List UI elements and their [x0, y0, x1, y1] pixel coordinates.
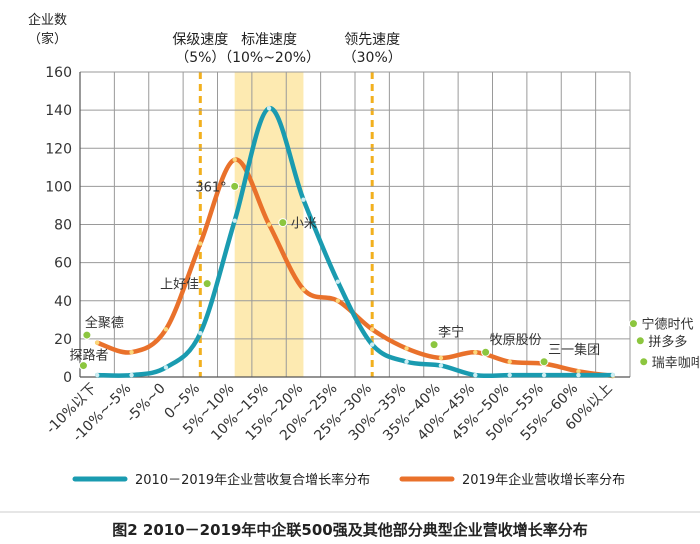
company-marker-7 [539, 357, 549, 367]
company-marker-2 [202, 279, 212, 289]
series-1-point-12 [507, 359, 512, 364]
series-1-point-3 [198, 241, 203, 246]
series-1-point-0 [94, 340, 100, 345]
series-1-point-10 [438, 355, 444, 361]
company-marker-8 [628, 319, 638, 329]
series-1-point-11 [473, 350, 478, 355]
company-marker-10 [639, 357, 649, 367]
company-marker-0 [82, 330, 92, 340]
band-label-0-line2: （5%） [175, 50, 225, 66]
y-tick-label-20: 20 [54, 332, 72, 348]
company-marker-1 [78, 361, 88, 371]
band-label-2-line2: （30%） [343, 50, 402, 66]
series-0-point-2 [163, 365, 169, 370]
band-label-1-line1: 标准速度 [241, 32, 297, 48]
y-tick-label-140: 140 [45, 103, 72, 119]
series-0-point-10 [438, 363, 444, 368]
axes: 020406080100120140160-10%以下-10%~-5%-5%~0… [43, 65, 630, 445]
series-lines [94, 105, 616, 379]
legend: 2010－2019年企业营收复合增长率分布 2019年企业营收增长率分布 [72, 472, 625, 488]
y-axis-label-line1: 企业数 [28, 12, 67, 28]
company-label-9: 拼多多 [648, 334, 687, 350]
series-1-point-2 [163, 327, 169, 332]
series-1-point-4 [232, 157, 237, 162]
gridlines [79, 71, 631, 378]
series-0-point-12 [507, 372, 512, 378]
y-tick-label-80: 80 [54, 218, 72, 234]
company-label-8: 宁德时代 [641, 317, 693, 333]
company-label-7: 三一集团 [548, 342, 600, 358]
company-marker-6 [481, 347, 491, 357]
series-1-point-7 [335, 298, 341, 303]
company-label-5: 李宁 [438, 325, 464, 341]
band-label-2-line1: 领先速度 [344, 32, 400, 48]
y-axis-label-line2: （家） [28, 31, 67, 47]
company-label-6: 牧原股份 [490, 333, 542, 348]
y-tick-label-0: 0 [63, 370, 72, 386]
series-0-point-5 [266, 106, 272, 111]
company-label-4: 小米 [291, 217, 317, 232]
figure-caption: 图2 2010－2019年中企联500强及其他部分典型企业营收增长率分布 [112, 521, 587, 539]
series-0-point-7 [335, 279, 341, 284]
band-label-1-line2: （10%~20%） [218, 50, 320, 66]
series-line-1 [94, 157, 616, 379]
company-label-0: 全聚德 [85, 315, 124, 331]
series-0-point-6 [301, 197, 306, 202]
series-1-point-9 [404, 346, 409, 351]
company-marker-4 [278, 218, 288, 228]
y-tick-label-160: 160 [45, 65, 72, 81]
series-0-point-4 [232, 218, 237, 223]
company-marker-5 [429, 340, 439, 350]
y-tick-label-60: 60 [54, 256, 72, 272]
series-0-point-3 [198, 330, 203, 336]
series-1-point-8 [369, 327, 375, 332]
company-label-3: 361° [195, 180, 226, 195]
series-0-point-11 [473, 372, 478, 378]
series-0-point-9 [404, 359, 409, 364]
company-label-10: 瑞幸咖啡 [652, 356, 700, 371]
series-0-point-13 [541, 372, 547, 378]
legend-label-compound: 2010－2019年企业营收复合增长率分布 [135, 472, 370, 488]
band-label-0-line1: 保级速度 [172, 32, 228, 48]
series-0-point-14 [576, 372, 581, 378]
series-0-point-0 [94, 372, 100, 378]
series-0-point-1 [129, 372, 134, 378]
company-label-2: 上好佳 [160, 278, 199, 293]
series-1-point-5 [266, 222, 272, 227]
series-0-point-8 [369, 342, 375, 347]
y-tick-label-100: 100 [45, 179, 72, 195]
y-tick-label-40: 40 [54, 294, 72, 310]
series-1-point-1 [129, 350, 134, 355]
company-marker-9 [635, 336, 645, 346]
company-marker-3 [230, 181, 240, 191]
y-tick-label-120: 120 [45, 141, 72, 157]
x-tick-label-2: -5%~0 [124, 381, 169, 426]
legend-label-2019: 2019年企业营收增长率分布 [462, 472, 625, 488]
company-label-1: 探路者 [69, 348, 108, 364]
series-0-point-15 [610, 372, 616, 378]
series-1-point-6 [301, 287, 306, 292]
series-1-point-14 [576, 369, 581, 374]
